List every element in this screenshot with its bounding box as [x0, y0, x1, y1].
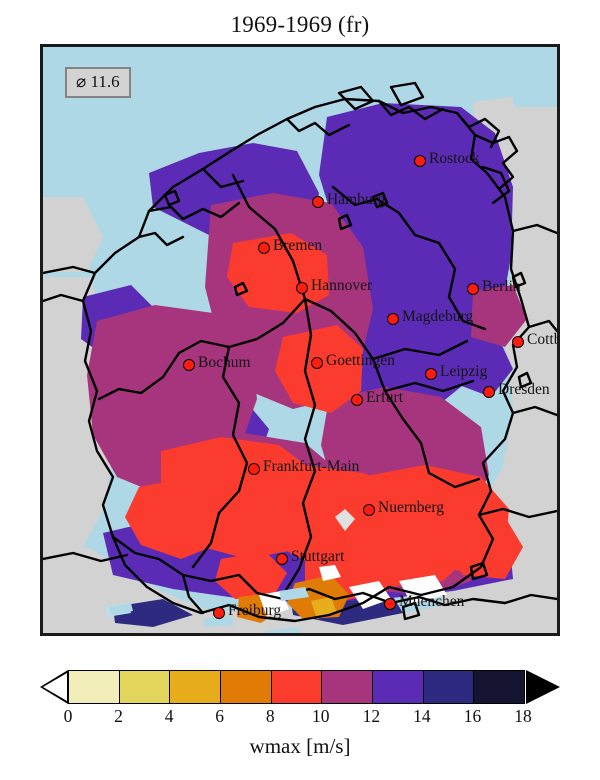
colorbar-tick-14: 14 — [413, 706, 431, 726]
colorbar-tick-16: 16 — [463, 706, 482, 726]
city-dot-icon — [312, 196, 324, 208]
colorbar-band-2-4 — [119, 671, 171, 703]
colorbar-band-16-18 — [474, 671, 525, 703]
colorbar-tick-2: 2 — [114, 706, 123, 726]
city-dot-icon — [483, 386, 495, 398]
borders-overlay — [43, 81, 557, 623]
city-dot-icon — [467, 283, 479, 295]
city-dot-icon — [384, 598, 396, 610]
colorbar-ticks: 0 2 4 6 8 10 12 14 16 18 — [64, 706, 532, 730]
colorbar-axis-label: wmax [m/s] — [249, 734, 351, 758]
city-label: Leipzig — [440, 363, 488, 380]
colorbar-tick-18: 18 — [514, 706, 532, 726]
band-8-10 — [125, 233, 523, 601]
city-dot-icon — [425, 368, 437, 380]
colorbar-band-10-12 — [322, 671, 374, 703]
wmax-heatmap — [43, 47, 557, 633]
colorbar-band-8-10 — [271, 671, 323, 703]
colorbar-tick-6: 6 — [215, 706, 225, 726]
city-dot-icon — [414, 155, 426, 167]
colorbar: 0 2 4 6 8 10 12 14 16 18 wmax [m/s] — [0, 652, 600, 780]
city-label: Frankfurt-Main — [263, 458, 360, 475]
colorbar-over-arrow-icon — [526, 670, 560, 704]
city-label: Hamburg — [327, 191, 386, 208]
domain-mean-annotation: ⌀ 11.6 — [65, 67, 131, 98]
city-label: Goettingen — [326, 352, 395, 369]
page-title: 1969-1969 (fr) — [230, 12, 370, 37]
city-dot-icon — [258, 242, 270, 254]
city-dot-icon — [387, 313, 399, 325]
colorbar-tick-0: 0 — [63, 706, 73, 726]
colorbar-bands — [68, 670, 525, 704]
city-label: Rostock — [429, 150, 480, 167]
city-dot-icon — [248, 463, 260, 475]
city-dot-icon — [512, 336, 524, 348]
city-label: Nuernberg — [378, 499, 444, 516]
city-label: Freiburg — [228, 602, 282, 619]
colorbar-band-14-16 — [423, 671, 475, 703]
city-label: Hannover — [311, 277, 373, 294]
city-label: Magdeburg — [402, 308, 474, 325]
city-label: Bochum — [198, 354, 251, 371]
city-label: Dresden — [498, 381, 550, 398]
city-dot-icon — [183, 359, 195, 371]
colorbar-band-4-6 — [170, 671, 222, 703]
city-label: Erfurt — [366, 389, 404, 406]
colorbar-band-6-8 — [221, 671, 272, 703]
city-label: Bremen — [273, 237, 323, 254]
city-dot-icon — [363, 504, 375, 516]
colorbar-tick-10: 10 — [312, 706, 330, 726]
city-label: Muenchen — [399, 593, 465, 610]
colorbar-tick-4: 4 — [164, 706, 174, 726]
colorbar-under-arrow-fill — [43, 673, 67, 701]
city-label: Berlin — [482, 278, 521, 295]
city-dot-icon — [296, 282, 308, 294]
city-dot-icon — [213, 607, 225, 619]
colorbar-band-0-2 — [69, 671, 120, 703]
colorbar-tick-8: 8 — [265, 706, 275, 726]
colorbar-tick-12: 12 — [362, 706, 381, 726]
colorbar-band-12-14 — [373, 671, 424, 703]
city-dot-icon — [351, 394, 363, 406]
city-dot-icon — [276, 553, 288, 565]
city-label: Cottbus — [527, 331, 557, 348]
inland-water — [109, 587, 309, 615]
city-dot-icon — [311, 357, 323, 369]
map-panel: ⌀ 11.6 Rostock Hamburg Bremen Hannover B… — [40, 44, 560, 636]
city-label: Stuttgart — [291, 548, 345, 565]
